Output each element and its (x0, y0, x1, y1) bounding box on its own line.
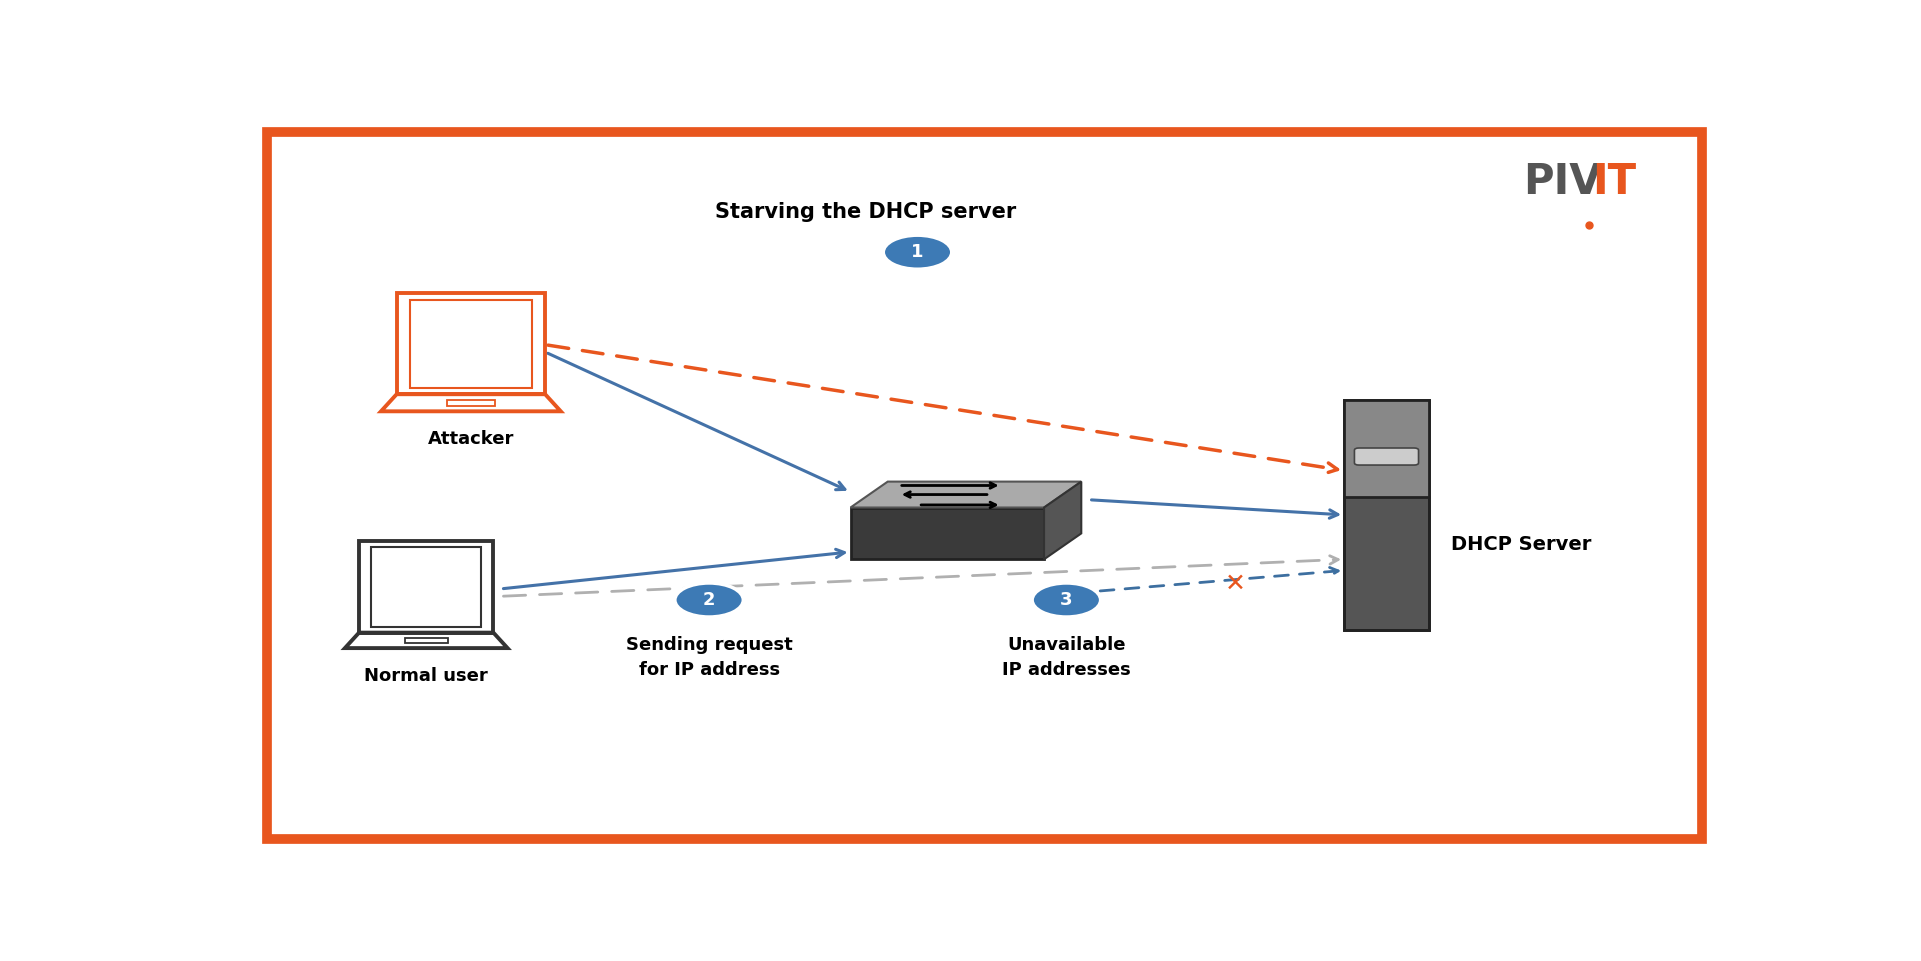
Polygon shape (851, 481, 1082, 507)
Text: IT: IT (1593, 160, 1637, 203)
Circle shape (884, 235, 951, 269)
Text: Unavailable
IP addresses: Unavailable IP addresses (1003, 635, 1131, 678)
FancyBboxPatch shape (1354, 448, 1418, 465)
Text: Attacker: Attacker (428, 430, 515, 448)
FancyBboxPatch shape (1345, 400, 1429, 629)
Circle shape (674, 583, 743, 617)
Circle shape (1032, 583, 1101, 617)
FancyBboxPatch shape (1345, 400, 1429, 497)
Polygon shape (851, 507, 1045, 559)
Text: 3: 3 (1060, 591, 1072, 609)
Text: ✕: ✕ (1224, 572, 1245, 596)
Text: PIV: PIV (1523, 160, 1602, 203)
Text: 1: 1 (911, 243, 924, 261)
Polygon shape (1045, 481, 1082, 559)
Text: 2: 2 (703, 591, 715, 609)
Text: Sending request
for IP address: Sending request for IP address (626, 635, 793, 678)
Text: Starving the DHCP server: Starving the DHCP server (715, 202, 1016, 222)
Text: Normal user: Normal user (365, 667, 488, 684)
Text: DHCP Server: DHCP Server (1450, 535, 1593, 554)
